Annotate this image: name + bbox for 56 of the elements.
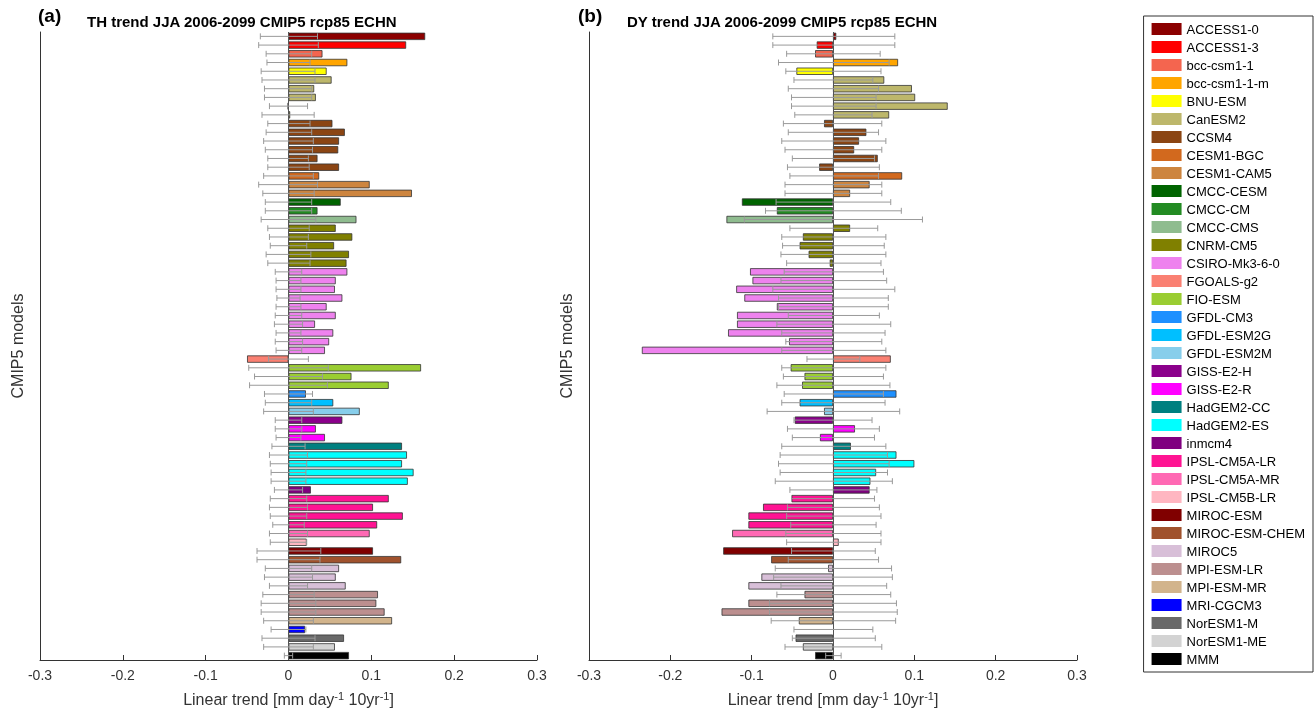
legend-label: CNRM-CM5	[1186, 237, 1258, 253]
x-tick-label: -0.2	[110, 667, 136, 683]
legend-label: CMCC-CESM	[1186, 183, 1268, 199]
legend-label: FGOALS-g2	[1186, 273, 1259, 289]
x-tick-label: 0.3	[527, 667, 547, 683]
x-tick-label: -0.3	[576, 667, 602, 683]
legend-label: BNU-ESM	[1186, 93, 1247, 109]
legend-label: MMM	[1186, 651, 1220, 667]
y-axis-title: CMIP5 models	[8, 293, 26, 399]
legend-label: ACCESS1-3	[1186, 39, 1259, 55]
x-tick-label: 0.3	[1067, 667, 1087, 683]
x-tick-label: 0.2	[985, 667, 1006, 683]
y-axis-title: CMIP5 models	[557, 293, 575, 399]
legend-label: MIROC5	[1186, 543, 1238, 559]
legend-label: CESM1-CAM5	[1186, 165, 1272, 181]
x-tick-label: 0.1	[904, 667, 925, 683]
text: (b)	[578, 5, 603, 26]
legend-label: bcc-csm1-1	[1186, 57, 1254, 73]
legend-label: GFDL-ESM2G	[1186, 327, 1272, 343]
legend-label: CSIRO-Mk3-6-0	[1186, 255, 1280, 271]
legend-label: CMCC-CM	[1186, 201, 1251, 217]
text: (a)	[38, 5, 62, 26]
x-tick-label: 0	[829, 667, 838, 683]
chart-title: TH trend JJA 2006-2099 CMIP5 rcp85 ECHN	[87, 13, 397, 30]
legend-label: MIROC-ESM	[1186, 507, 1263, 523]
legend-label: HadGEM2-ES	[1186, 417, 1270, 433]
legend-label: NorESM1-ME	[1186, 633, 1268, 649]
x-tick-label: 0.1	[361, 667, 382, 683]
legend-label: GISS-E2-R	[1186, 381, 1252, 397]
legend-label: HadGEM2-CC	[1186, 399, 1271, 415]
legend-label: IPSL-CM5A-MR	[1186, 471, 1280, 487]
legend-label: FIO-ESM	[1186, 291, 1241, 307]
legend-label: GFDL-CM3	[1186, 309, 1254, 325]
legend-label: IPSL-CM5B-LR	[1186, 489, 1277, 505]
legend-label: CanESM2	[1186, 111, 1246, 127]
legend-label: GFDL-ESM2M	[1186, 345, 1272, 361]
legend-label: CMCC-CMS	[1186, 219, 1260, 235]
legend-label: bcc-csm1-1-m	[1186, 75, 1269, 91]
legend-label: GISS-E2-H	[1186, 363, 1252, 379]
legend-label: CESM1-BGC	[1186, 147, 1264, 163]
legend-label: MPI-ESM-LR	[1186, 561, 1264, 577]
legend-label: inmcm4	[1186, 435, 1233, 451]
x-tick-label: -0.1	[739, 667, 764, 683]
x-tick-label: -0.1	[193, 667, 218, 683]
x-tick-label: 0.2	[444, 667, 465, 683]
legend-label: CCSM4	[1186, 129, 1233, 145]
legend-label: IPSL-CM5A-LR	[1186, 453, 1277, 469]
legend-label: MPI-ESM-MR	[1186, 579, 1267, 595]
legend-label: MIROC-ESM-CHEM	[1186, 525, 1305, 541]
x-tick-label: -0.2	[658, 667, 683, 683]
chart-title: DY trend JJA 2006-2099 CMIP5 rcp85 ECHN	[627, 13, 938, 30]
x-tick-label: -0.3	[27, 667, 53, 683]
legend-label: MRI-CGCM3	[1186, 597, 1262, 613]
x-tick-label: 0	[284, 667, 293, 683]
legend-label: NorESM1-M	[1186, 615, 1259, 631]
legend-label: ACCESS1-0	[1186, 21, 1259, 37]
